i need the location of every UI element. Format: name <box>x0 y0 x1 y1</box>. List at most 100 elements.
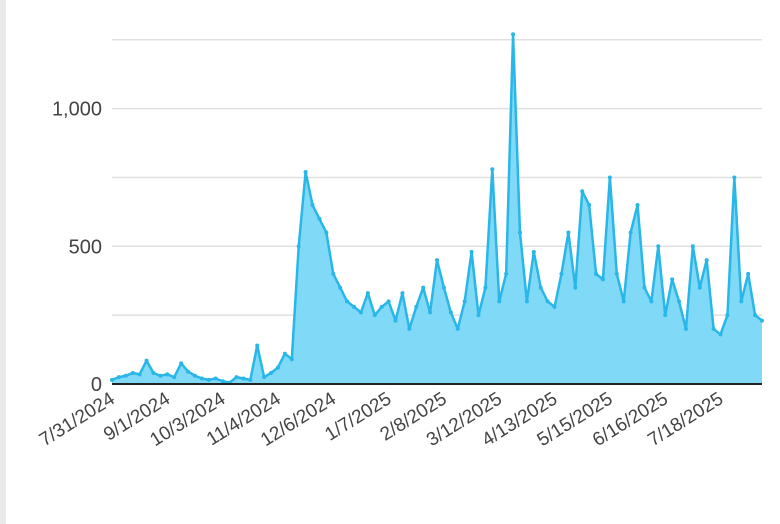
point <box>448 310 453 315</box>
point <box>269 370 274 375</box>
point <box>732 175 737 180</box>
point <box>289 357 294 362</box>
point <box>469 249 474 254</box>
point <box>711 326 716 331</box>
point <box>573 285 578 290</box>
point <box>677 299 682 304</box>
y-tick-label: 0 <box>91 374 102 396</box>
point <box>441 285 446 290</box>
point <box>393 318 398 323</box>
point <box>683 326 688 331</box>
y-tick-label: 1,000 <box>52 99 102 121</box>
point <box>317 216 322 221</box>
point <box>220 379 225 384</box>
point <box>199 376 204 381</box>
point <box>386 299 391 304</box>
point <box>379 304 384 309</box>
point <box>462 299 467 304</box>
point <box>414 304 419 309</box>
point <box>649 299 654 304</box>
point <box>116 375 121 380</box>
point <box>725 313 730 318</box>
point <box>192 373 197 378</box>
point <box>165 372 170 377</box>
point <box>365 291 370 296</box>
point <box>144 358 149 363</box>
point <box>241 376 246 381</box>
point <box>262 375 267 380</box>
y-tick-label: 500 <box>69 236 102 258</box>
point <box>407 326 412 331</box>
point <box>137 372 142 377</box>
point <box>697 285 702 290</box>
point <box>670 277 675 282</box>
point <box>296 244 301 249</box>
point <box>642 285 647 290</box>
point <box>628 230 633 235</box>
point <box>483 285 488 290</box>
point <box>428 310 433 315</box>
point <box>538 285 543 290</box>
point <box>282 351 287 356</box>
point <box>179 361 184 366</box>
point <box>358 310 363 315</box>
point <box>331 271 336 276</box>
point <box>158 373 163 378</box>
point <box>504 271 509 276</box>
point <box>511 32 516 37</box>
point <box>531 249 536 254</box>
point <box>517 230 522 235</box>
area-fill <box>112 34 762 385</box>
point <box>172 375 177 380</box>
point <box>704 258 709 263</box>
point <box>435 258 439 263</box>
point <box>559 271 564 276</box>
point <box>607 175 612 180</box>
point <box>552 304 557 309</box>
point <box>587 203 592 207</box>
point <box>151 370 156 375</box>
point <box>275 365 280 370</box>
point <box>690 244 695 249</box>
point <box>206 377 211 382</box>
point <box>753 313 758 318</box>
point <box>123 373 128 378</box>
point <box>338 285 343 290</box>
point <box>324 230 329 235</box>
point <box>345 299 350 304</box>
point <box>614 271 619 276</box>
point <box>621 299 626 304</box>
point <box>545 299 550 304</box>
point <box>421 285 426 290</box>
point <box>635 203 640 207</box>
point <box>310 203 315 207</box>
point <box>130 370 135 375</box>
point <box>455 326 460 331</box>
point <box>580 189 585 194</box>
point <box>746 271 751 276</box>
point <box>718 332 723 337</box>
point <box>476 313 481 318</box>
point <box>372 313 377 318</box>
point <box>739 299 744 304</box>
point <box>303 169 308 174</box>
point <box>566 230 571 235</box>
x-tick-label: 7/31/2024 <box>36 388 119 451</box>
point <box>110 377 114 382</box>
point <box>760 318 764 323</box>
point <box>186 369 191 374</box>
point <box>490 167 495 172</box>
side-border <box>0 0 6 524</box>
point <box>594 271 599 276</box>
point <box>255 343 260 348</box>
point <box>248 377 253 382</box>
point <box>524 299 529 304</box>
point <box>352 304 357 309</box>
point <box>400 291 405 296</box>
point <box>656 244 661 249</box>
point <box>600 277 605 282</box>
point <box>663 313 668 318</box>
point <box>234 375 239 380</box>
point <box>497 299 502 304</box>
